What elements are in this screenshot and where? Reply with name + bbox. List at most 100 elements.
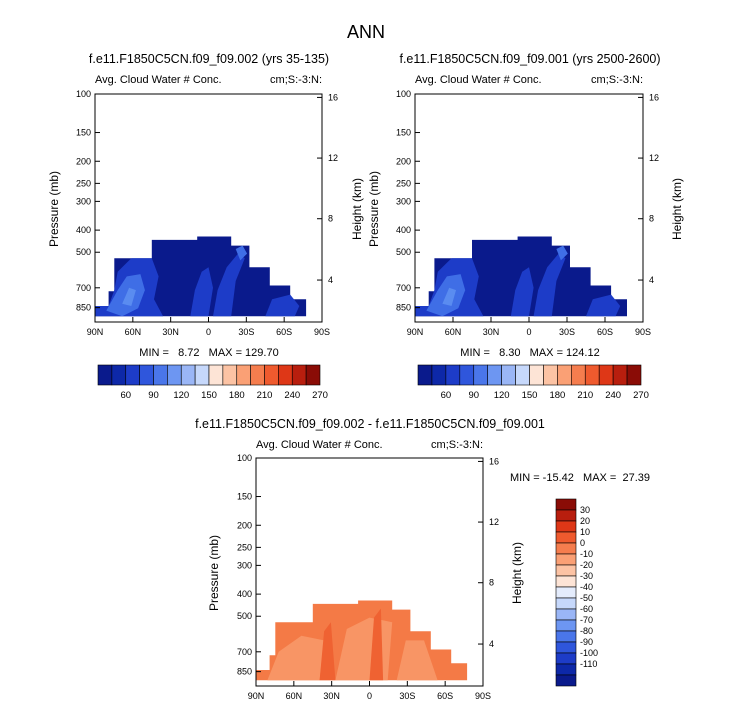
colorbar-label: 0 <box>580 538 585 548</box>
colorbar-box <box>555 498 577 511</box>
x-tick-label: 60S <box>597 327 613 337</box>
y2-tick-label: 4 <box>489 639 494 649</box>
y-tick-label: 150 <box>237 492 252 502</box>
y2-tick-label: 4 <box>649 275 654 285</box>
y2-tick-label: 16 <box>489 456 499 466</box>
colorbar-label: -50 <box>580 593 593 603</box>
contour-patch-4 <box>319 622 336 681</box>
colorbar-box <box>125 364 140 386</box>
colorbar-right: 60 90 120 150 180 210 240 270 <box>417 364 649 401</box>
colorbar-box <box>97 364 113 386</box>
y-tick-label: 150 <box>396 128 411 138</box>
colorbar-box <box>555 608 577 621</box>
contour-patch-3 <box>442 287 456 306</box>
x-tick-label: 30S <box>399 691 415 701</box>
colorbar-box <box>555 674 577 687</box>
y-tick-label: 700 <box>237 647 252 657</box>
x-tick-label: 30N <box>162 327 179 337</box>
panel-right-units-label: cm;S:-3:N: <box>591 74 643 86</box>
y-tick-label: 250 <box>76 178 91 188</box>
colorbar-label: -100 <box>580 648 598 658</box>
y-tick-label: 300 <box>76 196 91 206</box>
contour-patch-2 <box>426 274 466 317</box>
colorbar-box <box>180 364 196 386</box>
colorbar-label: 150 <box>201 390 217 401</box>
panel-diff: f.e11.F1850C5CN.f09_f09.002 - f.e11.F185… <box>195 417 650 701</box>
x-tick-label: 0 <box>367 691 372 701</box>
y2-tick-label: 8 <box>328 214 333 224</box>
contour-patch-7 <box>265 294 300 317</box>
x-tick-label: 90N <box>248 691 265 701</box>
y-tick-label: 700 <box>76 283 91 293</box>
x-tick-label: 90S <box>635 327 651 337</box>
colorbar-left: 60 90 120 150 180 210 240 270 <box>97 364 328 401</box>
panel-right-variable-label: Avg. Cloud Water # Conc. <box>415 74 542 86</box>
colorbar-label: 60 <box>120 390 131 401</box>
colorbar-label: -80 <box>580 626 593 636</box>
colorbar-box <box>555 641 577 654</box>
colorbar-label: -70 <box>580 615 593 625</box>
y-tick-label: 150 <box>76 128 91 138</box>
panel-right-title: f.e11.F1850C5CN.f09_f09.001 (yrs 2500-26… <box>399 52 660 66</box>
panel-right-ylabel: Pressure (mb) <box>367 171 381 247</box>
colorbar-box <box>194 364 210 386</box>
colorbar-box <box>487 364 502 386</box>
contour-patch-5 <box>213 253 245 317</box>
colorbar-label: 210 <box>577 390 593 401</box>
colorbar-box <box>208 364 224 386</box>
x-tick-label: 30S <box>238 327 254 337</box>
colorbar-box <box>557 364 572 386</box>
contour-patch-2 <box>106 274 145 317</box>
colorbar-label: 210 <box>257 390 273 401</box>
colorbar-box <box>264 364 279 386</box>
colorbar-box <box>111 364 127 386</box>
panel-diff-ylabel: Pressure (mb) <box>207 535 221 611</box>
contour-patch-5 <box>369 608 384 681</box>
x-tick-label: 90N <box>407 327 424 337</box>
colorbar-box <box>555 619 577 632</box>
colorbar-box <box>555 652 577 665</box>
colorbar-box <box>555 564 577 577</box>
panel-left-variable-label: Avg. Cloud Water # Conc. <box>95 74 222 86</box>
colorbar-box <box>305 364 321 386</box>
y2-tick-label: 16 <box>328 92 338 102</box>
y-tick-label: 850 <box>76 303 91 313</box>
colorbar-label: 30 <box>580 505 590 515</box>
panel-diff-stats: MIN = -15.42 MAX = 27.39 <box>510 472 650 484</box>
x-tick-label: 90N <box>87 327 104 337</box>
contour-patch-6 <box>235 245 248 261</box>
colorbar-box <box>291 364 307 386</box>
colorbar-label: -10 <box>580 549 593 559</box>
colorbar-label: 240 <box>605 390 621 401</box>
contour-patch-3 <box>122 287 136 306</box>
colorbar-box <box>501 364 516 386</box>
colorbar-label: -60 <box>580 604 593 614</box>
colorbar-label: -40 <box>580 582 593 592</box>
colorbar-box <box>473 364 488 386</box>
colorbar-box <box>555 575 577 588</box>
colorbar-box <box>167 364 182 386</box>
y-tick-label: 500 <box>76 247 91 257</box>
colorbar-label: 90 <box>468 390 479 401</box>
colorbar-box <box>153 364 168 386</box>
contour-patch-5 <box>533 253 566 317</box>
x-tick-label: 0 <box>206 327 211 337</box>
y-tick-label: 200 <box>76 156 91 166</box>
panel-left-units-label: cm;S:-3:N: <box>270 74 322 86</box>
y-tick-label: 400 <box>76 225 91 235</box>
y-tick-label: 100 <box>237 453 252 463</box>
y-tick-label: 100 <box>396 89 411 99</box>
colorbar-label: 120 <box>494 390 510 401</box>
y-tick-label: 850 <box>237 667 252 677</box>
colorbar-label: 10 <box>580 527 590 537</box>
colorbar-box <box>555 586 577 599</box>
colorbar-box <box>555 520 577 533</box>
colorbar-box <box>459 364 475 386</box>
contour-patch-6 <box>556 245 568 261</box>
y2-tick-label: 8 <box>489 578 494 588</box>
contour-patch-4 <box>190 267 213 317</box>
colorbar-diff: 3020100-10-20-30-40-50-60-70-80-90-100-1… <box>555 498 598 687</box>
contour-patch-3 <box>396 640 438 681</box>
y-tick-label: 500 <box>237 611 252 621</box>
